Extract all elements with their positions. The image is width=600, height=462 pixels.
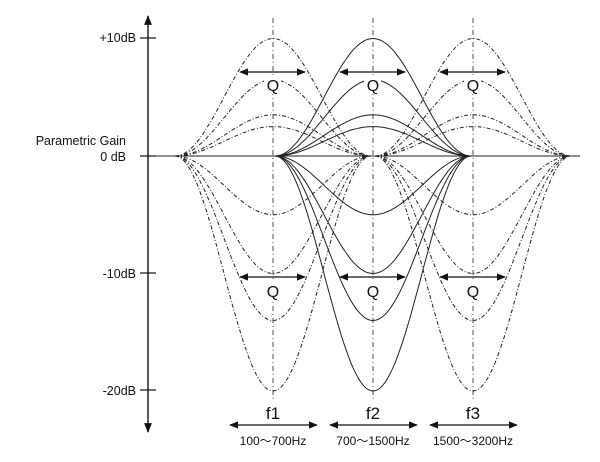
gain-curve-f3-2	[374, 114, 572, 157]
gain-curve-f3-3	[375, 126, 571, 157]
gain-curve-f1-2	[174, 114, 372, 157]
band-range-f3: 1500～3200Hz	[433, 434, 513, 448]
q-label-f2-boost: Q	[367, 78, 379, 95]
tick-label-minus20: -20dB	[103, 384, 136, 398]
q-label-f1-boost: Q	[267, 78, 279, 95]
gain-curve-f3-4	[374, 155, 572, 216]
tick-label-zero: 0 dB	[100, 150, 126, 164]
gain-curve-f1-3	[175, 126, 371, 157]
gain-curve-f2-4	[274, 155, 472, 216]
gain-curve-f1-6	[174, 155, 372, 322]
band-range-f1: 100～700Hz	[240, 434, 307, 448]
gain-curve-f3-7	[374, 155, 572, 392]
q-label-f1-cut: Q	[267, 284, 279, 301]
q-label-bg-f1-cut	[264, 282, 281, 300]
gain-curve-f1-5	[174, 155, 372, 275]
parametric-gain-caption: Parametric Gain	[36, 134, 126, 148]
gain-curve-f2-2	[274, 114, 472, 157]
q-label-f3-boost: Q	[467, 78, 479, 95]
band-range-f2: 700～1500Hz	[336, 434, 409, 448]
tick-label-plus10: +10dB	[100, 31, 137, 45]
gain-curve-f3-5	[374, 155, 572, 275]
q-label-bg-f3-cut	[464, 282, 481, 300]
gain-curve-f3-6	[374, 155, 572, 322]
gain-curve-f1-4	[174, 155, 372, 216]
q-label-bg-f1-boost	[264, 76, 281, 94]
gain-curve-f2-7	[274, 155, 472, 392]
q-label-f2-cut: Q	[367, 284, 379, 301]
gain-curves	[174, 18, 572, 400]
band-label-f3: f3	[466, 404, 480, 423]
q-label-bg-f3-boost	[464, 76, 481, 94]
band-label-f2: f2	[366, 404, 380, 423]
gain-curve-f2-6	[274, 155, 472, 322]
gain-curve-f3-0	[374, 37, 572, 157]
q-label-bg-f2-cut	[364, 282, 381, 300]
band-label-f1: f1	[266, 404, 280, 423]
tick-label-minus10: -10dB	[103, 267, 136, 281]
gain-curve-f1-7	[174, 155, 372, 392]
q-label-bg-f2-boost	[364, 76, 381, 94]
gain-curve-f2-0	[274, 37, 472, 157]
q-label-f3-cut: Q	[467, 284, 479, 301]
gain-curve-f2-3	[275, 126, 471, 157]
